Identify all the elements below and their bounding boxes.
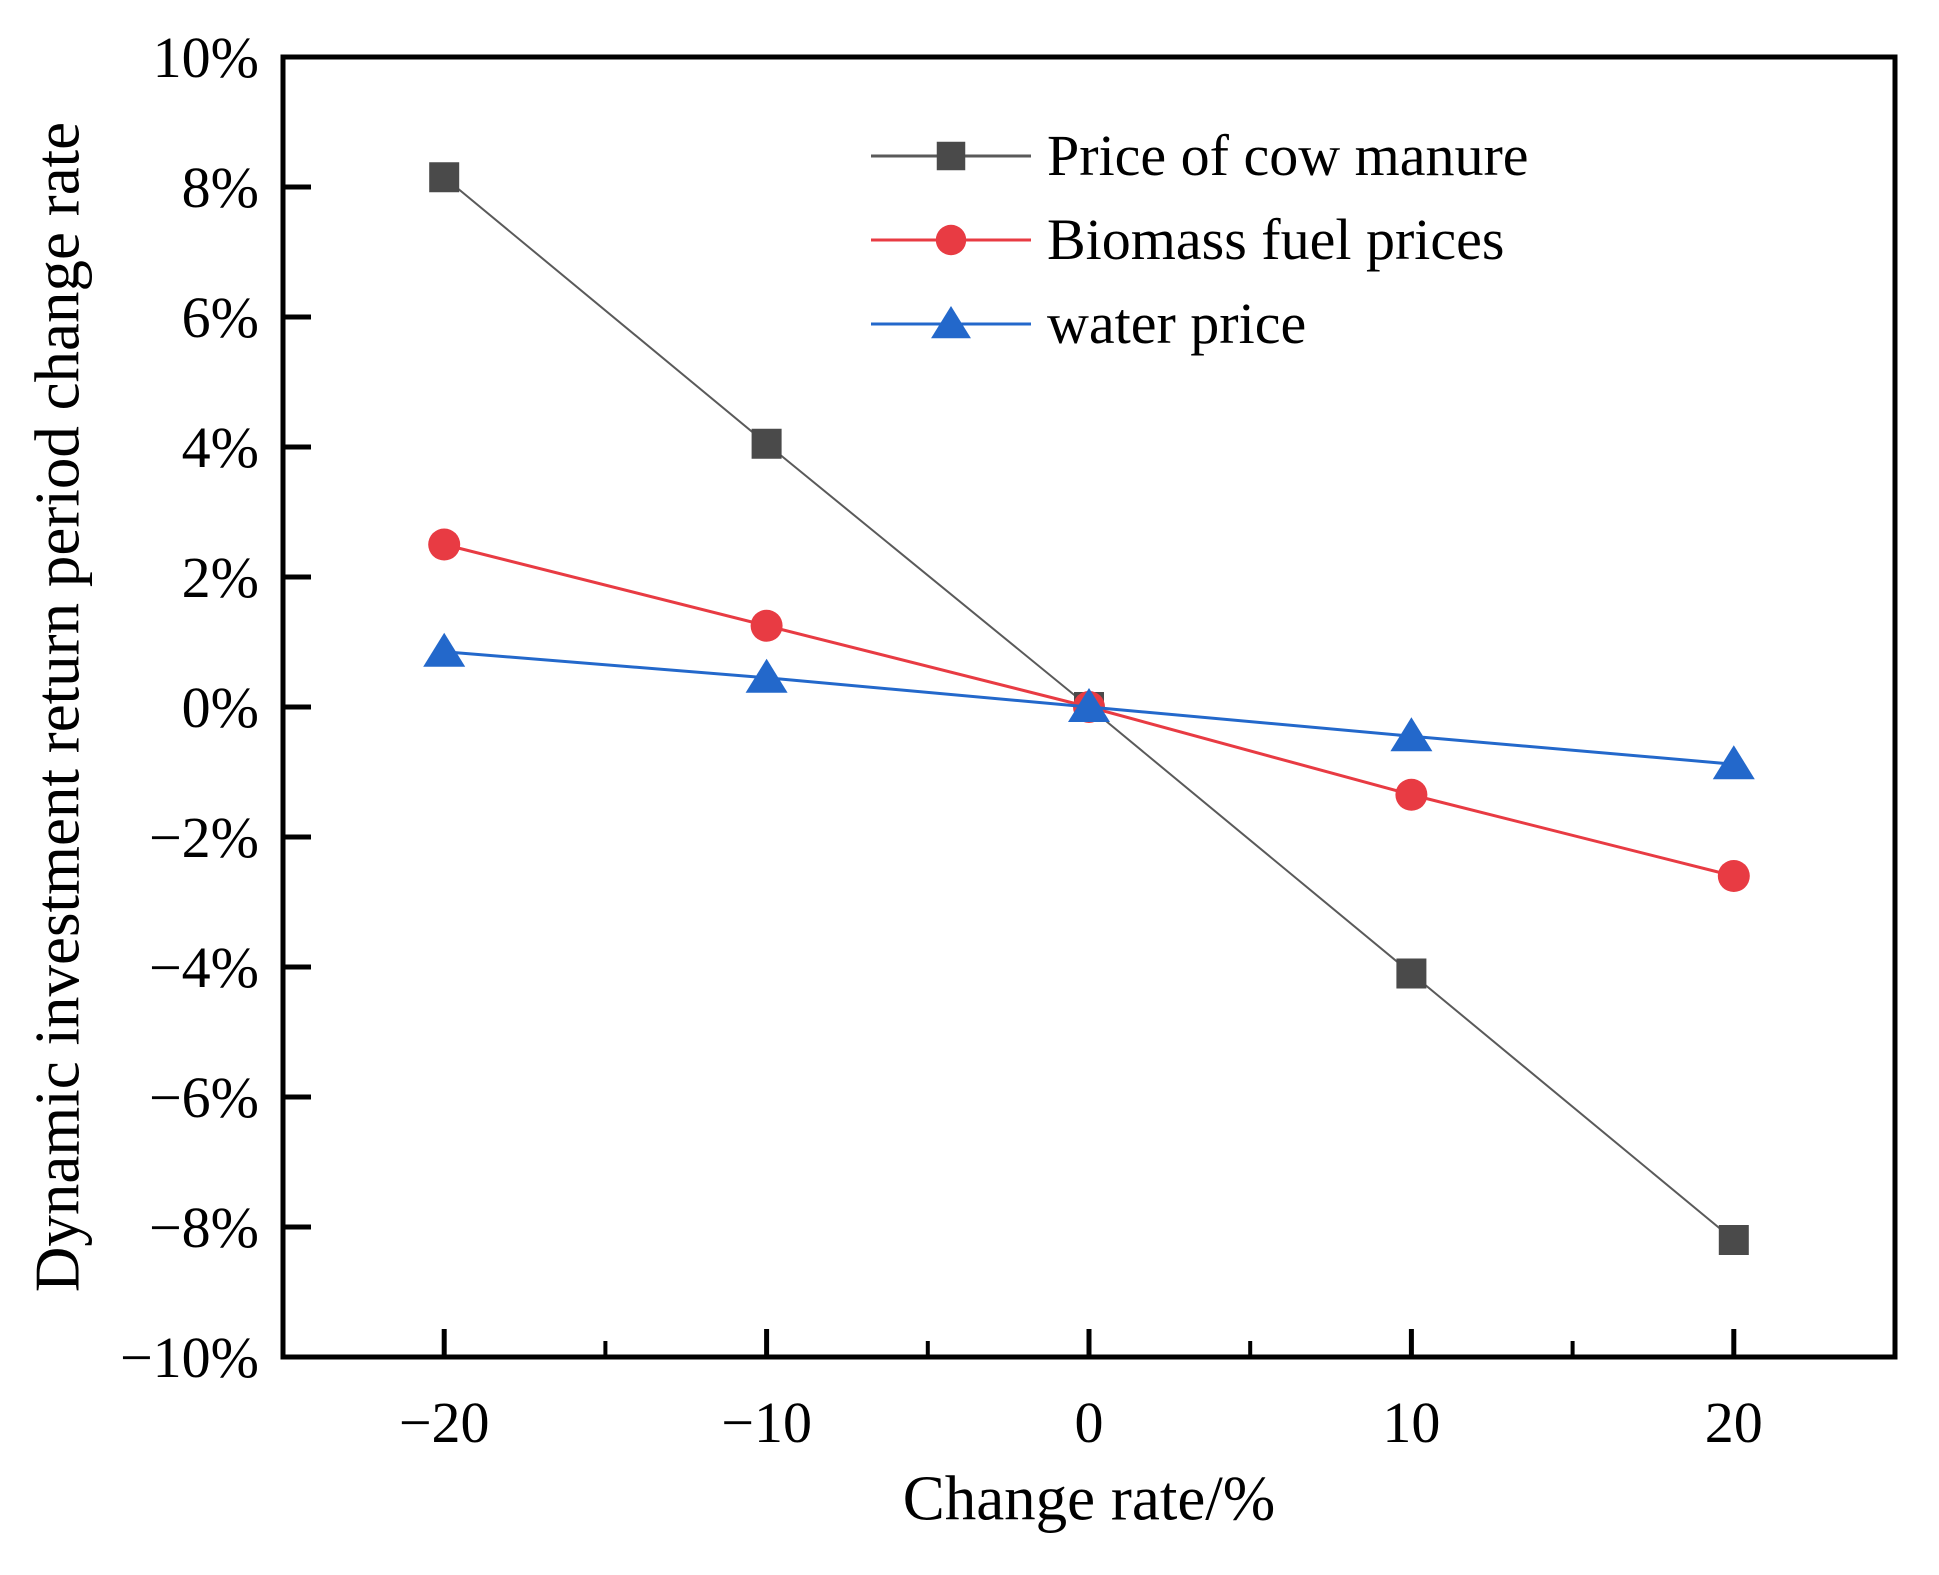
data-point-square <box>1718 1225 1749 1255</box>
data-point-square <box>1396 958 1427 989</box>
legend-line-triangle-icon <box>871 305 1031 338</box>
y-tick-label: −6% <box>149 1065 259 1130</box>
y-tick-label: 6% <box>182 285 259 350</box>
x-axis-title-text: Change rate/% <box>902 1463 1276 1534</box>
legend-line-circle-icon <box>871 224 1031 255</box>
legend-item-biomass-fuel: Biomass fuel prices <box>871 204 1529 275</box>
chart-legend: Price of cow manure Biomass fuel prices … <box>871 120 1529 359</box>
data-point-square <box>936 141 966 170</box>
data-point-triangle <box>931 305 971 338</box>
y-tick-label: 2% <box>182 545 259 610</box>
data-point-circle <box>428 528 461 561</box>
y-tick-label: −2% <box>149 805 259 870</box>
legend-item-cow-manure: Price of cow manure <box>871 120 1529 191</box>
y-tick-label: 4% <box>182 415 259 480</box>
legend-label: water price <box>1047 290 1307 356</box>
data-point-triangle <box>1068 688 1110 722</box>
data-point-circle <box>1395 778 1428 811</box>
data-point-circle <box>750 609 783 642</box>
x-tick-label: −10 <box>721 1390 812 1455</box>
data-point-circle <box>1717 860 1750 892</box>
series-markers-2 <box>423 632 1755 780</box>
legend-line-square-icon <box>871 141 1031 170</box>
data-point-circle <box>935 224 967 255</box>
y-tick-label: −8% <box>149 1195 259 1260</box>
y-tick-label: 8% <box>182 155 259 220</box>
data-point-triangle <box>1390 717 1433 752</box>
legend-label: Price of cow manure <box>1047 122 1529 188</box>
legend-label: Biomass fuel prices <box>1047 206 1505 272</box>
data-point-square <box>429 162 460 193</box>
y-axis-title-text: Dynamic investment return period change … <box>22 121 93 1293</box>
data-point-square <box>751 428 782 459</box>
x-tick-label: 0 <box>1075 1390 1104 1455</box>
y-tick-label: 0% <box>182 675 259 740</box>
data-point-triangle <box>745 658 788 693</box>
data-point-triangle <box>423 632 466 667</box>
x-tick-label: 20 <box>1705 1390 1763 1455</box>
y-tick-label: 10% <box>153 25 259 90</box>
y-tick-label: −4% <box>149 935 259 1000</box>
x-tick-label: 10 <box>1382 1390 1440 1455</box>
x-tick-label: −20 <box>399 1390 490 1455</box>
data-point-triangle <box>1712 745 1755 780</box>
legend-item-water-price: water price <box>871 288 1529 359</box>
y-tick-label: −10% <box>120 1325 259 1390</box>
